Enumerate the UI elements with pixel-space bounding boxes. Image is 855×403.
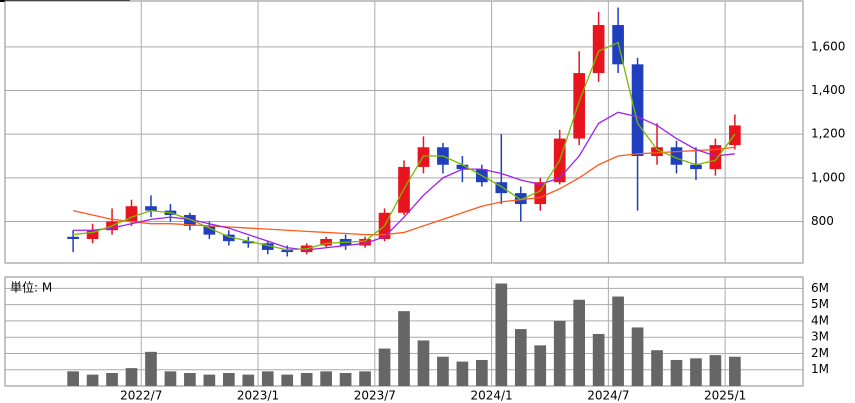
x-tick-label: 2024/7 — [587, 389, 629, 403]
volume-bar — [67, 371, 79, 386]
candle-body — [534, 182, 547, 205]
candle-body — [670, 147, 683, 165]
volume-bar — [729, 356, 741, 386]
x-tick-label: 2024/1 — [470, 389, 512, 403]
volume-bar — [437, 356, 449, 386]
volume-bar — [339, 372, 352, 386]
x-tick-label: 2025/1 — [704, 389, 746, 403]
volume-bar — [125, 368, 138, 386]
x-tick-label: 2022/7 — [120, 389, 162, 403]
volume-bar — [514, 329, 527, 386]
candle-body — [67, 236, 79, 239]
moving-average-line — [72, 146, 735, 236]
y-tick-label: 6M — [811, 281, 829, 295]
y-tick-label: 1,200 — [811, 127, 845, 141]
volume-bar — [378, 348, 391, 386]
volume-bar — [222, 372, 235, 386]
volume-bar — [86, 374, 99, 386]
volume-bar — [670, 359, 683, 386]
moving-average-line — [73, 111, 735, 251]
volume-bar — [261, 371, 274, 386]
candle-body — [261, 243, 274, 250]
y-tick-label: 1M — [811, 362, 829, 376]
candle-body — [631, 64, 644, 157]
candle-body — [729, 125, 741, 146]
volume-bar — [651, 350, 663, 386]
unit-label: 単位: M — [10, 280, 52, 295]
candle-body — [690, 164, 702, 170]
volume-bar — [456, 361, 469, 386]
x-tick-label: 2023/7 — [354, 389, 396, 403]
candle-body — [514, 193, 527, 205]
volume-bar — [300, 372, 313, 386]
moving-average-line — [73, 41, 736, 251]
x-tick-label: 2023/1 — [237, 389, 279, 403]
volume-bar — [242, 374, 255, 386]
candle-body — [203, 225, 216, 235]
volume-bar — [145, 351, 157, 386]
y-tick-label: 4M — [811, 313, 829, 327]
y-tick-label: 1,000 — [811, 170, 845, 184]
candle-body — [145, 206, 157, 211]
volume-bar — [495, 283, 508, 386]
candle-body — [320, 238, 332, 246]
candle-body — [86, 230, 99, 239]
y-tick-label: 1,400 — [811, 83, 845, 97]
volume-bar — [320, 371, 332, 386]
candle-body — [125, 206, 138, 222]
candle-body — [651, 147, 663, 157]
candle-body — [592, 25, 605, 74]
volume-bar — [709, 355, 722, 386]
y-tick-label: 3M — [811, 330, 829, 344]
volume-bar — [592, 333, 605, 386]
volume-bar — [573, 299, 586, 386]
candle-body — [242, 241, 255, 244]
candle-body — [456, 164, 469, 170]
volume-bar — [476, 359, 488, 386]
volume-bar — [398, 311, 410, 386]
volume-bar — [553, 320, 566, 386]
volume-bar — [359, 371, 371, 386]
price-panel — [4, 0, 804, 264]
candle-body — [359, 238, 371, 246]
y-tick-label: 5M — [811, 297, 829, 311]
volume-bar — [281, 374, 294, 386]
y-tick-label: 800 — [811, 214, 834, 228]
volume-bar — [534, 345, 547, 386]
y-tick-label: 2M — [811, 346, 829, 360]
volume-bar — [612, 296, 624, 386]
volume-bar — [203, 374, 216, 386]
volume-bar — [184, 372, 196, 386]
volume-bar — [106, 372, 118, 386]
candle-body — [709, 145, 722, 170]
volume-bar — [164, 371, 177, 386]
volume-bar — [631, 327, 644, 386]
candle-body — [222, 234, 235, 242]
candle-body — [573, 73, 586, 139]
volume-bar — [417, 340, 430, 386]
y-tick-label: 1,600 — [811, 39, 845, 53]
candle-body — [495, 182, 508, 194]
candle-body — [184, 214, 196, 226]
volume-bar — [690, 358, 702, 386]
candle-body — [281, 249, 294, 253]
